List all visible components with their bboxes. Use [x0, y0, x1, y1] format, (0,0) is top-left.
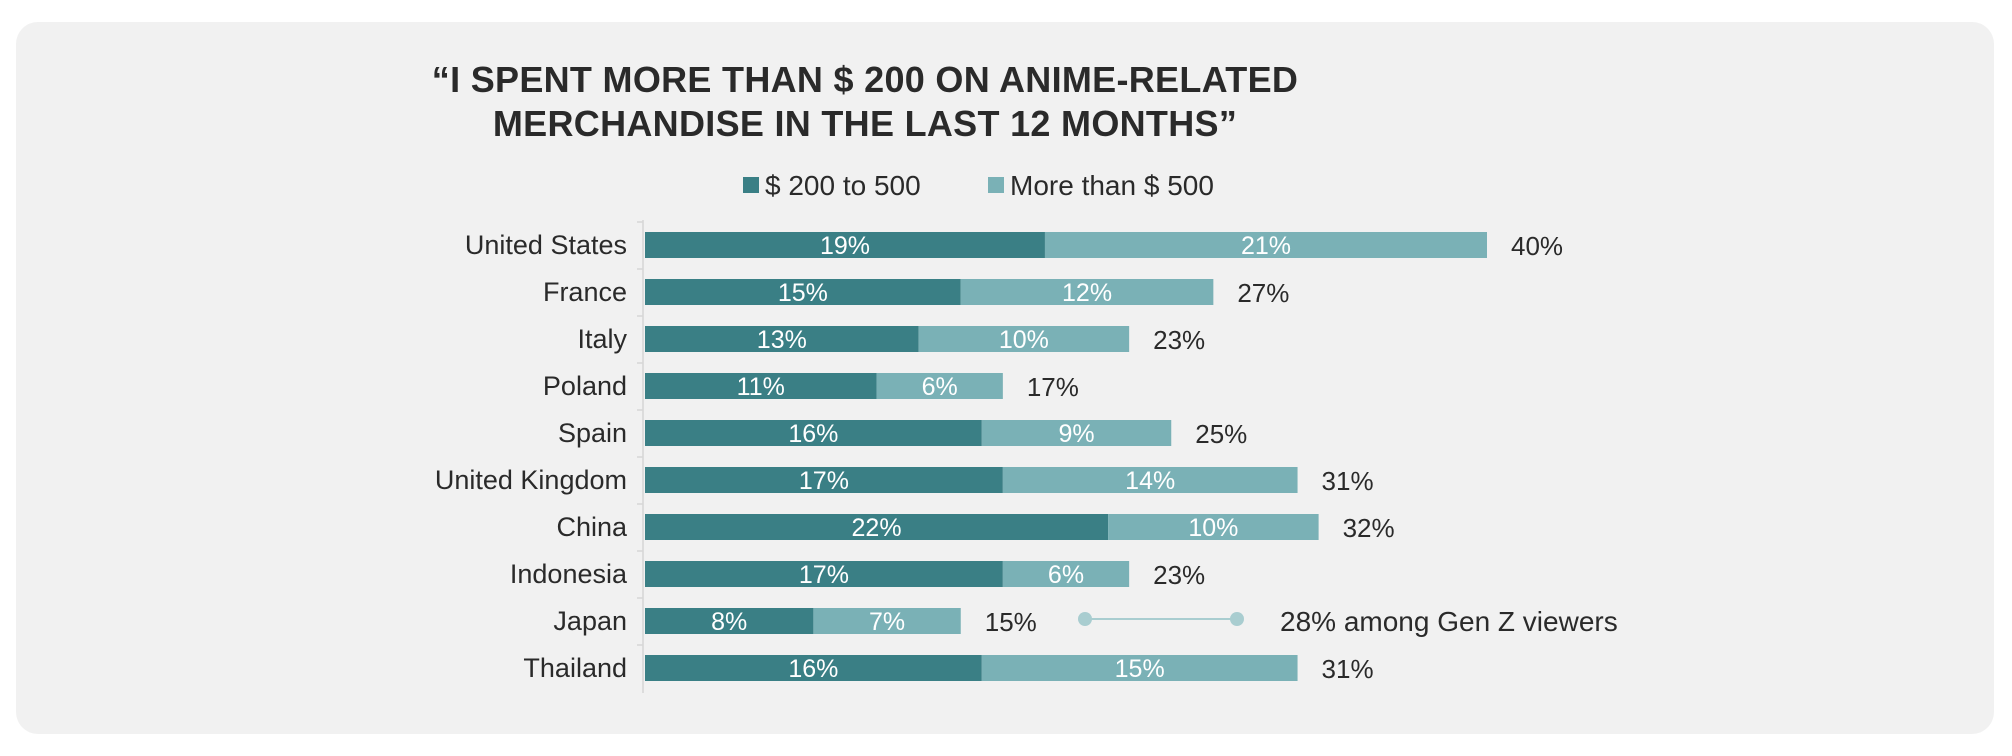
bar-value-label: 6%	[1048, 561, 1084, 589]
category-label: Poland	[543, 371, 627, 401]
bar-segment-2	[876, 373, 1003, 399]
legend-swatch-1	[743, 177, 759, 193]
bar-value-label: 10%	[999, 326, 1049, 354]
category-label: Spain	[558, 418, 627, 448]
annotation-text: 28% among Gen Z viewers	[1280, 606, 1618, 637]
total-value-label: 23%	[1153, 560, 1205, 590]
bar-value-label: 14%	[1125, 467, 1175, 495]
bar-segment-1	[645, 561, 1003, 587]
total-value-label: 17%	[1027, 372, 1079, 402]
total-value-label: 32%	[1343, 513, 1395, 543]
bar-value-label: 17%	[799, 467, 849, 495]
total-value-label: 27%	[1237, 278, 1289, 308]
bar-segment-1	[645, 279, 961, 305]
bar-value-label: 17%	[799, 561, 849, 589]
chart-title-line-2: MERCHANDISE IN THE LAST 12 MONTHS”	[492, 103, 1238, 144]
category-label: France	[543, 277, 627, 307]
chart-title: “I SPENT MORE THAN $ 200 ON ANIME-RELATE…	[0, 58, 1730, 146]
total-value-label: 31%	[1322, 654, 1374, 684]
legend-label-1: $ 200 to 500	[765, 170, 921, 201]
bar-segment-1	[645, 608, 814, 634]
bar-segment-1	[645, 655, 982, 681]
bar-segment-2	[1002, 467, 1298, 493]
bar-segment-1	[645, 373, 877, 399]
total-value-label: 23%	[1153, 325, 1205, 355]
bar-value-label: 6%	[922, 373, 958, 401]
bar-segment-2	[813, 608, 961, 634]
bar-value-label: 19%	[820, 232, 870, 260]
bar-segment-2	[918, 326, 1130, 352]
bar-value-label: 10%	[1188, 514, 1238, 542]
bar-segment-2	[1108, 514, 1319, 540]
chart-card	[16, 22, 1994, 734]
category-label: China	[556, 512, 628, 542]
bar-value-label: 16%	[788, 655, 838, 683]
bar-value-label: 15%	[1115, 655, 1165, 683]
bar-segment-2	[981, 655, 1298, 681]
category-label: United Kingdom	[435, 465, 627, 495]
legend-label-2: More than $ 500	[1010, 170, 1214, 201]
bar-value-label: 7%	[869, 608, 905, 636]
category-label: Italy	[577, 324, 627, 354]
bar-segment-1	[645, 514, 1109, 540]
total-value-label: 31%	[1322, 466, 1374, 496]
category-label: United States	[465, 230, 627, 260]
bar-value-label: 11%	[737, 373, 785, 401]
bar-value-label: 8%	[711, 608, 747, 636]
bar-segment-2	[1044, 232, 1487, 258]
bar-segment-1	[645, 467, 1003, 493]
annotation-dot-end	[1230, 612, 1244, 626]
total-value-label: 15%	[985, 607, 1037, 637]
bar-segment-2	[960, 279, 1214, 305]
annotation-dot-start	[1078, 612, 1092, 626]
bar-value-label: 22%	[852, 514, 902, 542]
total-value-label: 40%	[1511, 231, 1563, 261]
legend-swatch-2	[988, 177, 1004, 193]
bar-value-label: 15%	[778, 279, 828, 307]
bar-value-label: 12%	[1062, 279, 1112, 307]
category-label: Indonesia	[510, 559, 628, 589]
bar-value-label: 16%	[788, 420, 838, 448]
total-value-label: 25%	[1195, 419, 1247, 449]
bar-segment-1	[645, 420, 982, 446]
bar-segment-2	[981, 420, 1172, 446]
bar-value-label: 9%	[1058, 420, 1094, 448]
bar-value-label: 21%	[1241, 232, 1291, 260]
category-label: Japan	[553, 606, 627, 636]
bar-value-label: 13%	[757, 326, 807, 354]
bar-segment-1	[645, 232, 1045, 258]
chart-title-line-1: “I SPENT MORE THAN $ 200 ON ANIME-RELATE…	[431, 59, 1299, 100]
category-label: Thailand	[523, 653, 627, 683]
bar-segment-1	[645, 326, 919, 352]
bar-segment-2	[1002, 561, 1130, 587]
